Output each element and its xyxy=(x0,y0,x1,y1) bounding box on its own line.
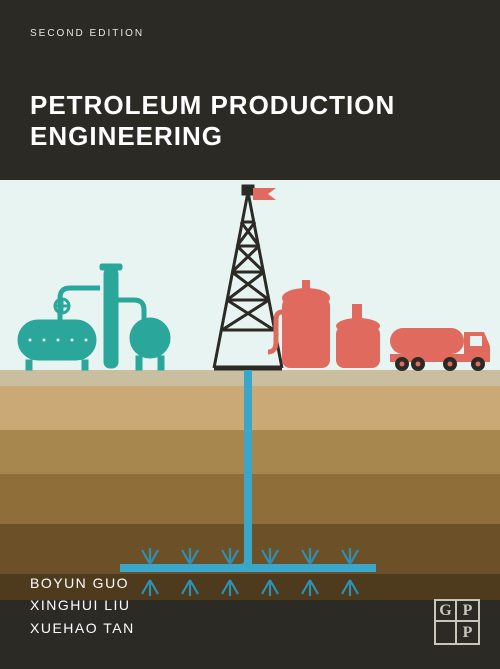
logo-cell-tl: G xyxy=(436,601,457,622)
author-1: BOYUN GUO xyxy=(30,572,135,594)
logo-cell-br: P xyxy=(457,622,478,643)
book-title: PETROLEUM PRODUCTION ENGINEERING xyxy=(30,90,470,152)
logo-cell-bl xyxy=(436,622,457,643)
logo-cell-tr: P xyxy=(457,601,478,622)
author-list: BOYUN GUO XINGHUI LIU XUEHAO TAN xyxy=(30,572,135,639)
author-2: XINGHUI LIU xyxy=(30,594,135,616)
publisher-logo: G P P xyxy=(434,599,480,645)
edition-label: SECOND EDITION xyxy=(30,28,144,39)
book-cover: SECOND EDITION PETROLEUM PRODUCTION ENGI… xyxy=(0,0,500,669)
author-3: XUEHAO TAN xyxy=(30,617,135,639)
cover-illustration xyxy=(0,180,500,600)
